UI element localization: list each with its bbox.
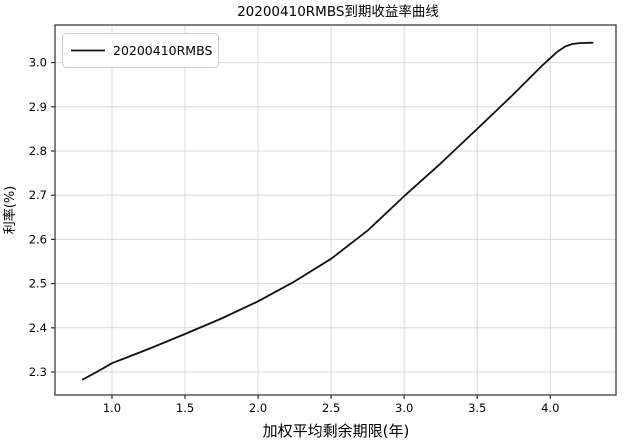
legend-box — [62, 33, 219, 68]
y-axis-label: 利率(%) — [2, 186, 18, 235]
chart-title: 20200410RMBS到期收益率曲线 — [237, 3, 439, 20]
data-series — [81, 41, 594, 381]
x-tick-label: 4.0 — [541, 401, 559, 415]
legend: 20200410RMBS — [62, 33, 219, 68]
y-tick-label: 2.5 — [29, 277, 47, 291]
x-tick-label: 1.5 — [176, 401, 194, 415]
series-curve — [81, 41, 594, 381]
legend-label: 20200410RMBS — [113, 43, 212, 58]
axis-ticks: 1.0 1.5 2.0 2.5 3.0 3.5 4.0 2.3 2.4 2.5 2.6 2.7 2.8 2… — [29, 56, 560, 415]
x-tick-label: 1.0 — [103, 401, 121, 415]
x-tick-label: 3.0 — [395, 401, 413, 415]
y-tick-label: 2.7 — [29, 188, 47, 202]
x-tick-label: 2.0 — [249, 401, 267, 415]
y-tick-label: 3.0 — [29, 56, 47, 70]
grid-lines — [55, 25, 616, 395]
axes-frame — [54, 24, 617, 396]
x-tick-label: 2.5 — [322, 401, 340, 415]
x-tick-label: 3.5 — [468, 401, 486, 415]
y-tick-label: 2.8 — [29, 144, 47, 158]
y-tick-label: 2.9 — [29, 100, 47, 114]
y-tick-label: 2.3 — [29, 365, 47, 379]
plot-border — [54, 24, 617, 396]
y-tick-label: 2.6 — [29, 232, 47, 246]
x-axis-label: 加权平均剩余期限(年) — [263, 422, 410, 440]
y-tick-label: 2.4 — [29, 321, 47, 335]
